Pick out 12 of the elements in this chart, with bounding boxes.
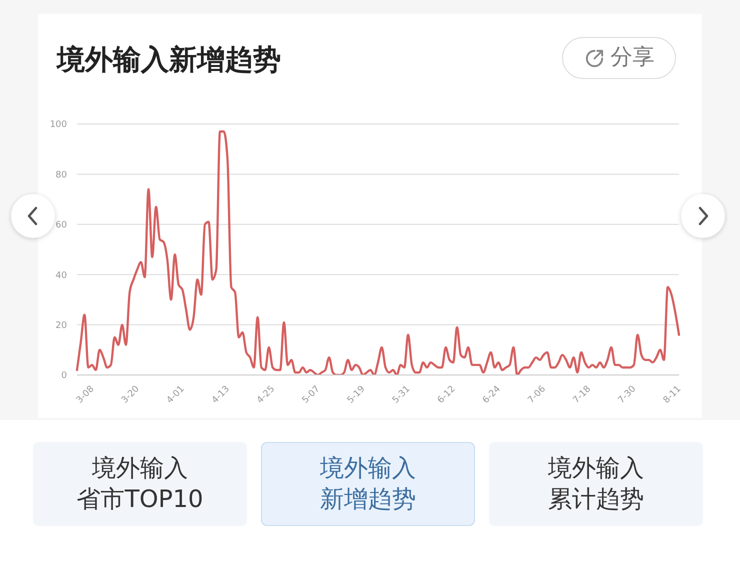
line-series xyxy=(76,130,680,375)
tab-button: 境外输入新增趋势 xyxy=(261,442,475,526)
share-button: 分享 xyxy=(562,37,676,79)
chart-title: 境外输入新增趋势 xyxy=(57,43,281,76)
tab-button: 境外输入省市TOP10 xyxy=(33,442,247,526)
y-tick-label: 20 xyxy=(56,320,68,331)
y-tick-label: 0 xyxy=(61,371,68,382)
y-tick-label: 60 xyxy=(56,220,68,231)
y-tick-label: 40 xyxy=(56,270,68,281)
y-tick-label: 100 xyxy=(50,120,68,130)
tab-button: 境外输入累计趋势 xyxy=(489,442,703,526)
y-tick-label: 80 xyxy=(56,170,68,180)
